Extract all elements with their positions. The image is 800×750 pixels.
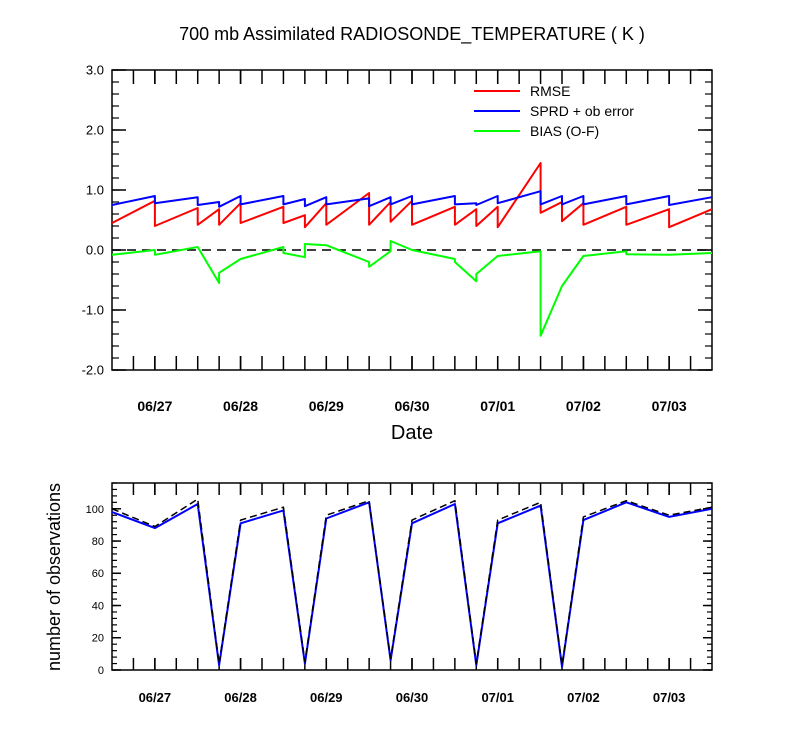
x-tick-label: 07/01 [481, 690, 514, 705]
y-tick-label: 2.0 [86, 123, 104, 138]
series-line-total [111, 498, 713, 666]
y-tick-label: 1.0 [86, 183, 104, 198]
y-tick-label: -2.0 [82, 363, 104, 378]
y-tick-label: -1.0 [82, 303, 104, 318]
y-axis-label: number of observations [44, 483, 64, 671]
x-axis-label: Date [391, 422, 433, 444]
plot-frame [111, 482, 713, 671]
y-tick-label: 80 [92, 536, 104, 548]
chart-title: 700 mb Assimilated RADIOSONDE_TEMPERATUR… [179, 24, 645, 45]
observation-count-chart: 06/27 06/28 06/29 06/30 07/01 07/02 07/03 0 20 40… [86, 482, 713, 705]
y-tick-label: 60 [92, 568, 104, 580]
x-tick-label: 06/30 [396, 690, 429, 705]
series-line-bias-o-f [111, 240, 713, 337]
x-tick-label: 06/28 [224, 690, 257, 705]
y-tick-label: 0.0 [86, 243, 104, 258]
y-tick-label: 3.0 [86, 63, 104, 78]
series-line-sprd-ob-error [111, 190, 713, 208]
x-tick-label: 06/27 [137, 398, 172, 414]
y-tick-label: 40 [92, 600, 104, 612]
x-tick-label: 06/29 [309, 398, 344, 414]
x-tick-label: 07/02 [567, 690, 600, 705]
x-tick-label: 06/27 [139, 690, 172, 705]
x-tick-label: 07/03 [652, 398, 687, 414]
x-tick-label: 06/30 [394, 398, 429, 414]
y-tick-label: 0 [98, 665, 104, 677]
x-tick-label: 06/28 [223, 398, 258, 414]
series-line-rmse [111, 162, 713, 229]
x-tick-label: 07/01 [480, 398, 515, 414]
legend-label: RMSE [530, 83, 570, 99]
x-tick-label: 07/02 [566, 398, 601, 414]
x-tick-label: 07/03 [653, 690, 686, 705]
legend-label: BIAS (O-F) [530, 123, 599, 139]
x-tick-label: 06/29 [310, 690, 343, 705]
y-tick-label: 100 [86, 504, 104, 516]
legend-label: SPRD + ob error [530, 103, 634, 119]
y-tick-label: 20 [92, 633, 104, 645]
bias-rmse-chart: 06/27 06/28 06/29 06/30 07/01 07/02 07/03 -2.0 -… [82, 63, 713, 414]
